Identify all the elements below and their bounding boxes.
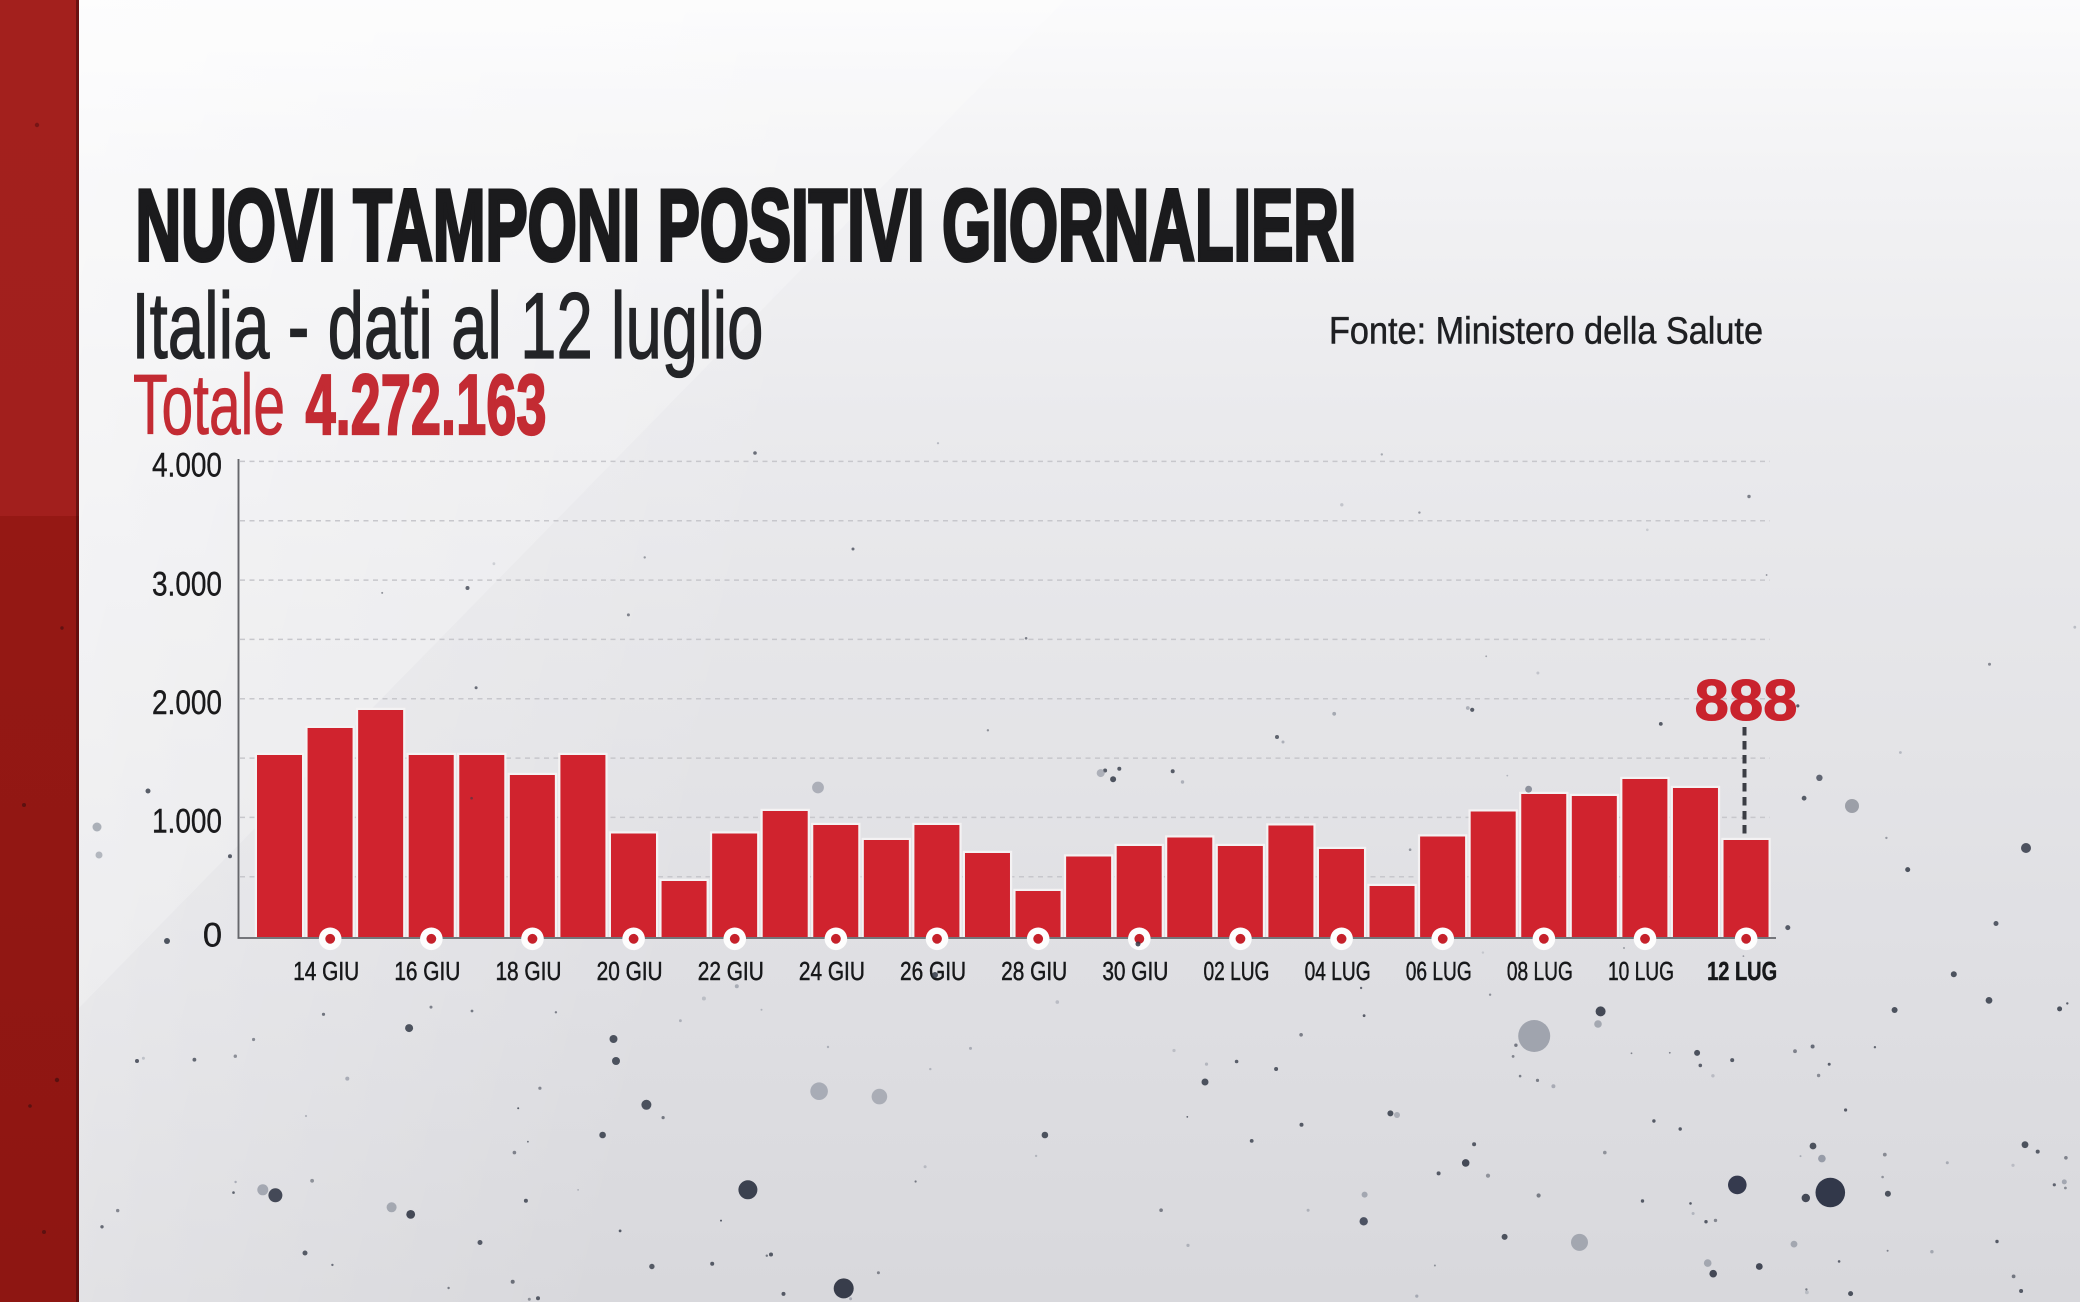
svg-text:4.272.163: 4.272.163 xyxy=(306,358,547,453)
svg-text:Fonte: Ministero della Salute: Fonte: Ministero della Salute xyxy=(1329,311,1763,353)
svg-text:02 LUG: 02 LUG xyxy=(1203,956,1269,986)
svg-text:26 GIU: 26 GIU xyxy=(900,956,966,986)
svg-text:08 LUG: 08 LUG xyxy=(1507,956,1573,986)
svg-text:30 GIU: 30 GIU xyxy=(1102,956,1168,986)
svg-text:0: 0 xyxy=(203,916,222,954)
svg-text:04 LUG: 04 LUG xyxy=(1305,956,1371,986)
svg-text:06 LUG: 06 LUG xyxy=(1406,956,1472,986)
svg-text:22 GIU: 22 GIU xyxy=(698,956,764,986)
svg-text:10 LUG: 10 LUG xyxy=(1608,956,1674,986)
svg-text:20 GIU: 20 GIU xyxy=(597,956,663,986)
svg-text:14 GIU: 14 GIU xyxy=(293,956,359,986)
svg-text:888: 888 xyxy=(1695,669,1798,733)
svg-text:Totale: Totale xyxy=(133,358,285,453)
svg-text:4.000: 4.000 xyxy=(152,447,222,485)
svg-text:12 LUG: 12 LUG xyxy=(1707,956,1777,986)
svg-text:16 GIU: 16 GIU xyxy=(394,956,460,986)
svg-text:18 GIU: 18 GIU xyxy=(495,956,561,986)
svg-text:NUOVI TAMPONI POSITIVI GIORNAL: NUOVI TAMPONI POSITIVI GIORNALIERI xyxy=(136,170,1357,282)
svg-text:1.000: 1.000 xyxy=(152,803,222,841)
svg-text:2.000: 2.000 xyxy=(152,684,222,722)
svg-text:Italia - dati al 12 luglio: Italia - dati al 12 luglio xyxy=(132,273,764,378)
svg-text:3.000: 3.000 xyxy=(152,565,222,603)
svg-text:24 GIU: 24 GIU xyxy=(799,956,865,986)
svg-text:28 GIU: 28 GIU xyxy=(1001,956,1067,986)
